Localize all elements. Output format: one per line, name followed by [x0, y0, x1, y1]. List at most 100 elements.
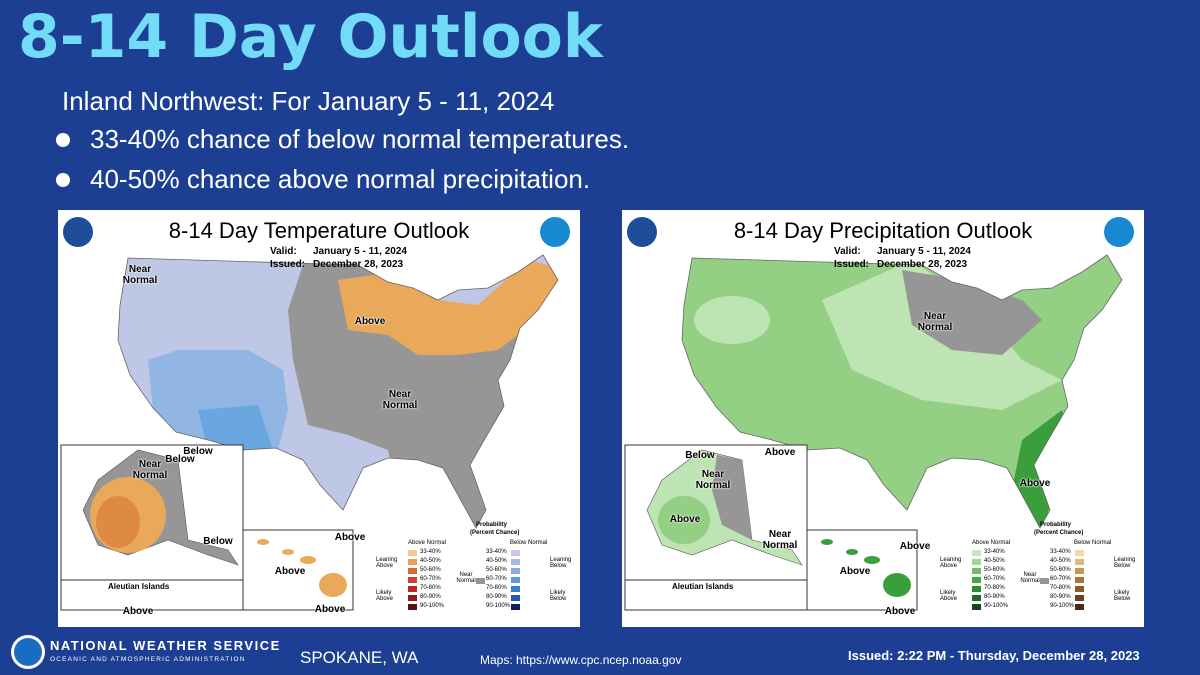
- temperature-map: 8-14 Day Temperature Outlook Valid: Januar…: [58, 210, 580, 627]
- region-label: Below: [165, 454, 195, 465]
- legend-level: 33-40%: [984, 549, 1005, 555]
- legend-level: 40-50%: [486, 558, 507, 564]
- legend-swatch: [408, 568, 417, 574]
- issued-label: Issued:: [834, 259, 870, 270]
- legend-swatch: [972, 595, 981, 601]
- legend-swatch: [972, 586, 981, 592]
- region-label: Near Normal: [695, 469, 731, 491]
- legend-swatch: [972, 577, 981, 583]
- legend-swatch: [972, 550, 981, 556]
- legend-level: 50-60%: [1050, 567, 1071, 573]
- legend-subtitle: (Percent Chance): [470, 530, 520, 536]
- legend-level: 70-80%: [1050, 585, 1071, 591]
- leaning-below: Leaning Below: [550, 557, 572, 569]
- leaning-above: Leaning Above: [940, 557, 962, 569]
- likely-below: Likely Below: [1114, 590, 1131, 602]
- legend-swatch: [511, 586, 520, 592]
- bullet-dot: [56, 133, 70, 147]
- legend-level: 50-60%: [486, 567, 507, 573]
- maps-url: Maps: https://www.cpc.ncep.noaa.gov: [480, 653, 682, 667]
- legend-level: 90-100%: [420, 603, 445, 609]
- legend-swatch: [511, 595, 520, 601]
- legend-swatch: [972, 568, 981, 574]
- map-title: 8-14 Day Temperature Outlook: [168, 218, 470, 243]
- region-label: Above: [314, 604, 346, 615]
- legend-level: 40-50%: [984, 558, 1005, 564]
- subtitle: Inland Northwest: For January 5 - 11, 20…: [62, 86, 555, 116]
- legend-swatch: [408, 595, 417, 601]
- agency: NATIONAL WEATHER SERVICE: [50, 638, 281, 653]
- near-swatch: [1040, 578, 1049, 584]
- region-label: Above: [899, 541, 931, 552]
- region-label: Near Normal: [762, 529, 798, 551]
- legend-swatch: [972, 604, 981, 610]
- region-label: Above: [669, 514, 701, 525]
- legend-level: 80-90%: [984, 594, 1005, 600]
- legend-swatch: [408, 577, 417, 583]
- legend-subtitle: (Percent Chance): [1034, 530, 1084, 536]
- bullet: 40-50% chance above normal precipitation…: [90, 164, 591, 194]
- legend-swatch: [1075, 568, 1084, 574]
- legend-swatch: [1075, 550, 1084, 556]
- legend-swatch: [1075, 604, 1084, 610]
- slide-title: 8-14 Day Outlook: [18, 2, 603, 72]
- legend-level: 70-80%: [984, 585, 1005, 591]
- region-label: Above: [354, 316, 386, 327]
- legend-level: 60-70%: [486, 576, 507, 582]
- legend-level: 60-70%: [1050, 576, 1071, 582]
- region-label: Above: [274, 566, 306, 577]
- legend-level: 90-100%: [1050, 603, 1075, 609]
- legend-level: 33-40%: [1050, 549, 1071, 555]
- legend-level: 70-80%: [420, 585, 441, 591]
- region-label: Above: [764, 447, 796, 458]
- region-label: Above: [334, 532, 366, 543]
- region-label: Near Normal: [122, 264, 158, 286]
- near-normal: Near Normal: [456, 572, 476, 584]
- legend-level: 40-50%: [420, 558, 441, 564]
- legend-swatch: [1075, 595, 1084, 601]
- legend-above-header: Above Normal: [408, 540, 447, 546]
- office: SPOKANE, WA: [300, 648, 419, 667]
- precipitation-map: 8-14 Day Precipitation Outlook Valid: Janu…: [622, 210, 1144, 627]
- legend-level: 50-60%: [420, 567, 441, 573]
- legend-swatch: [408, 550, 417, 556]
- inset-label: Aleutian Islands: [672, 582, 734, 591]
- legend-swatch: [408, 604, 417, 610]
- bullet-dot: [56, 173, 70, 187]
- likely-below: Likely Below: [550, 590, 567, 602]
- map-title: 8-14 Day Precipitation Outlook: [733, 218, 1033, 243]
- legend-swatch: [511, 559, 520, 565]
- inset-label: Aleutian Islands: [108, 582, 170, 591]
- issued-label: Issued:: [270, 259, 306, 270]
- valid-date: January 5 - 11, 2024: [313, 246, 407, 257]
- legend-level: 60-70%: [420, 576, 441, 582]
- legend-level: 70-80%: [486, 585, 507, 591]
- likely-above: Likely Above: [940, 590, 958, 602]
- region-label: Below: [685, 450, 715, 461]
- region-label: Near Normal: [917, 311, 953, 333]
- legend-swatch: [972, 559, 981, 565]
- region-label: Near Normal: [132, 459, 168, 481]
- near-swatch: [476, 578, 485, 584]
- legend-level: 60-70%: [984, 576, 1005, 582]
- map-shapes: [624, 217, 1134, 611]
- legend-level: 80-90%: [486, 594, 507, 600]
- legend-title: Probability: [1040, 522, 1072, 528]
- likely-above: Likely Above: [376, 590, 394, 602]
- leaning-below: Leaning Below: [1114, 557, 1136, 569]
- issued-time: Issued: 2:22 PM - Thursday, December 28,…: [848, 648, 1140, 663]
- agency-sub: OCEANIC AND ATMOSPHERIC ADMINISTRATION: [50, 656, 246, 663]
- valid-date: January 5 - 11, 2024: [877, 246, 971, 257]
- legend-level: 33-40%: [486, 549, 507, 555]
- legend-swatch: [408, 559, 417, 565]
- legend-below-header: Below Normal: [510, 540, 548, 546]
- map-shapes: [60, 217, 570, 611]
- near-normal: Near Normal: [1020, 572, 1040, 584]
- legend-swatch: [1075, 577, 1084, 583]
- legend-level: 33-40%: [420, 549, 441, 555]
- legend-swatch: [511, 550, 520, 556]
- valid-label: Valid:: [270, 246, 297, 257]
- nws-logo: [11, 635, 45, 669]
- legend-swatch: [1075, 559, 1084, 565]
